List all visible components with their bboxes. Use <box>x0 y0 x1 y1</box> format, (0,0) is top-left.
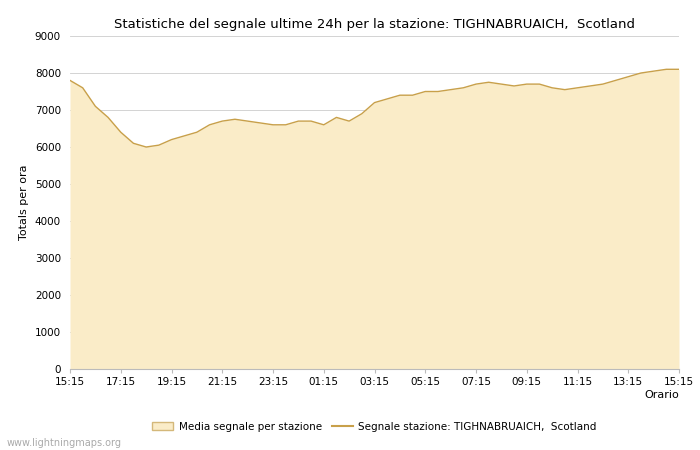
X-axis label: Orario: Orario <box>644 390 679 400</box>
Y-axis label: Totals per ora: Totals per ora <box>20 165 29 240</box>
Legend: Media segnale per stazione, Segnale stazione: TIGHNABRUAICH,  Scotland: Media segnale per stazione, Segnale staz… <box>148 418 601 436</box>
Text: www.lightningmaps.org: www.lightningmaps.org <box>7 438 122 448</box>
Title: Statistiche del segnale ultime 24h per la stazione: TIGHNABRUAICH,  Scotland: Statistiche del segnale ultime 24h per l… <box>114 18 635 31</box>
